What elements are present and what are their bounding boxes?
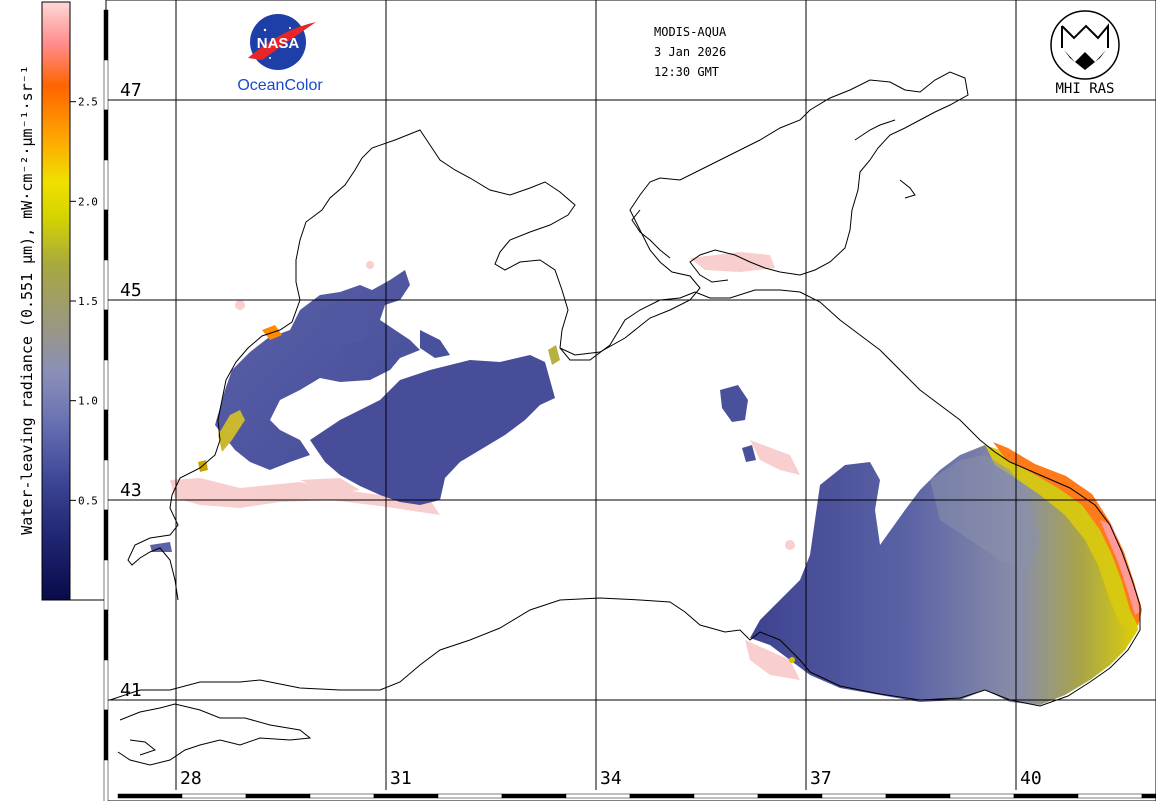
image-header: MODIS-AQUA 3 Jan 2026 12:30 GMT bbox=[654, 25, 727, 79]
mhi-emblem-icon bbox=[1050, 10, 1120, 80]
scale-segment bbox=[1077, 793, 1143, 799]
colorbar-tick-label: 1.0 bbox=[78, 395, 98, 408]
scale-segment bbox=[103, 159, 109, 211]
colorbar-label: Water-leaving radiance (0.551 µm), mW·cm… bbox=[18, 65, 36, 535]
scale-segment bbox=[103, 509, 109, 561]
scale-segment bbox=[1013, 793, 1079, 799]
nasa-wordmark: NASA bbox=[257, 35, 300, 52]
scale-segment bbox=[103, 459, 109, 511]
lat-label-47: 47 bbox=[120, 80, 142, 101]
oceancolor-caption: OceanColor bbox=[237, 77, 323, 94]
scale-segment bbox=[373, 793, 439, 799]
scale-segment bbox=[103, 609, 109, 661]
scale-segment bbox=[103, 559, 109, 611]
longitude-labels: 28 31 34 37 40 bbox=[180, 768, 1042, 789]
colorbar-tick-label: 0.5 bbox=[78, 494, 98, 507]
colorbar-tick-label: 2.0 bbox=[78, 195, 98, 208]
scale-segment bbox=[181, 793, 247, 799]
lon-label-28: 28 bbox=[180, 768, 202, 789]
colorbar-gradient bbox=[41, 1, 71, 601]
scale-segment bbox=[103, 659, 109, 711]
lon-label-40: 40 bbox=[1020, 768, 1042, 789]
scale-segment bbox=[103, 359, 109, 411]
scale-segment bbox=[103, 59, 109, 111]
graticule bbox=[106, 0, 1156, 790]
acquisition-date: 3 Jan 2026 bbox=[654, 45, 726, 59]
colorbar: 0.5 1.0 1.5 2.0 2.5 Water-leaving radiance (… bbox=[18, 1, 106, 601]
scale-segment bbox=[245, 793, 311, 799]
latitude-labels: 47 45 43 41 bbox=[120, 80, 142, 701]
scale-segment bbox=[103, 209, 109, 261]
scale-segment bbox=[103, 409, 109, 461]
lat-label-43: 43 bbox=[120, 480, 142, 501]
scale-segment bbox=[885, 793, 951, 799]
mhi-ras-logo: MHI RAS bbox=[1050, 10, 1120, 97]
scale-segment bbox=[103, 309, 109, 361]
lon-label-37: 37 bbox=[810, 768, 832, 789]
lon-label-31: 31 bbox=[390, 768, 412, 789]
mhi-ras-caption: MHI RAS bbox=[1055, 81, 1114, 97]
left-scale-bar bbox=[103, 9, 109, 801]
acquisition-time: 12:30 GMT bbox=[654, 65, 719, 79]
nasa-logo: NASA OceanColor bbox=[237, 14, 323, 94]
scale-segment bbox=[565, 793, 631, 799]
scale-segment bbox=[693, 793, 759, 799]
scale-segment bbox=[103, 259, 109, 311]
scale-segment bbox=[1141, 793, 1156, 799]
scale-segment bbox=[821, 793, 887, 799]
bottom-scale-bar bbox=[117, 793, 1156, 799]
scale-segment bbox=[103, 759, 109, 801]
scale-segment bbox=[309, 793, 375, 799]
scale-segment bbox=[103, 9, 109, 61]
lat-label-45: 45 bbox=[120, 280, 142, 301]
scale-segment bbox=[629, 793, 695, 799]
lat-label-41: 41 bbox=[120, 680, 142, 701]
colorbar-tick-label: 2.5 bbox=[78, 96, 98, 109]
scale-segment bbox=[501, 793, 567, 799]
colorbar-tick-label: 1.5 bbox=[78, 295, 98, 308]
scale-segment bbox=[949, 793, 1015, 799]
lon-label-34: 34 bbox=[600, 768, 622, 789]
scale-segment bbox=[103, 109, 109, 161]
scale-segment bbox=[757, 793, 823, 799]
radiance-fields bbox=[150, 252, 1142, 705]
satellite-name: MODIS-AQUA bbox=[654, 25, 727, 39]
scale-segment bbox=[117, 793, 183, 799]
scale-segment bbox=[437, 793, 503, 799]
scale-segment bbox=[103, 709, 109, 761]
